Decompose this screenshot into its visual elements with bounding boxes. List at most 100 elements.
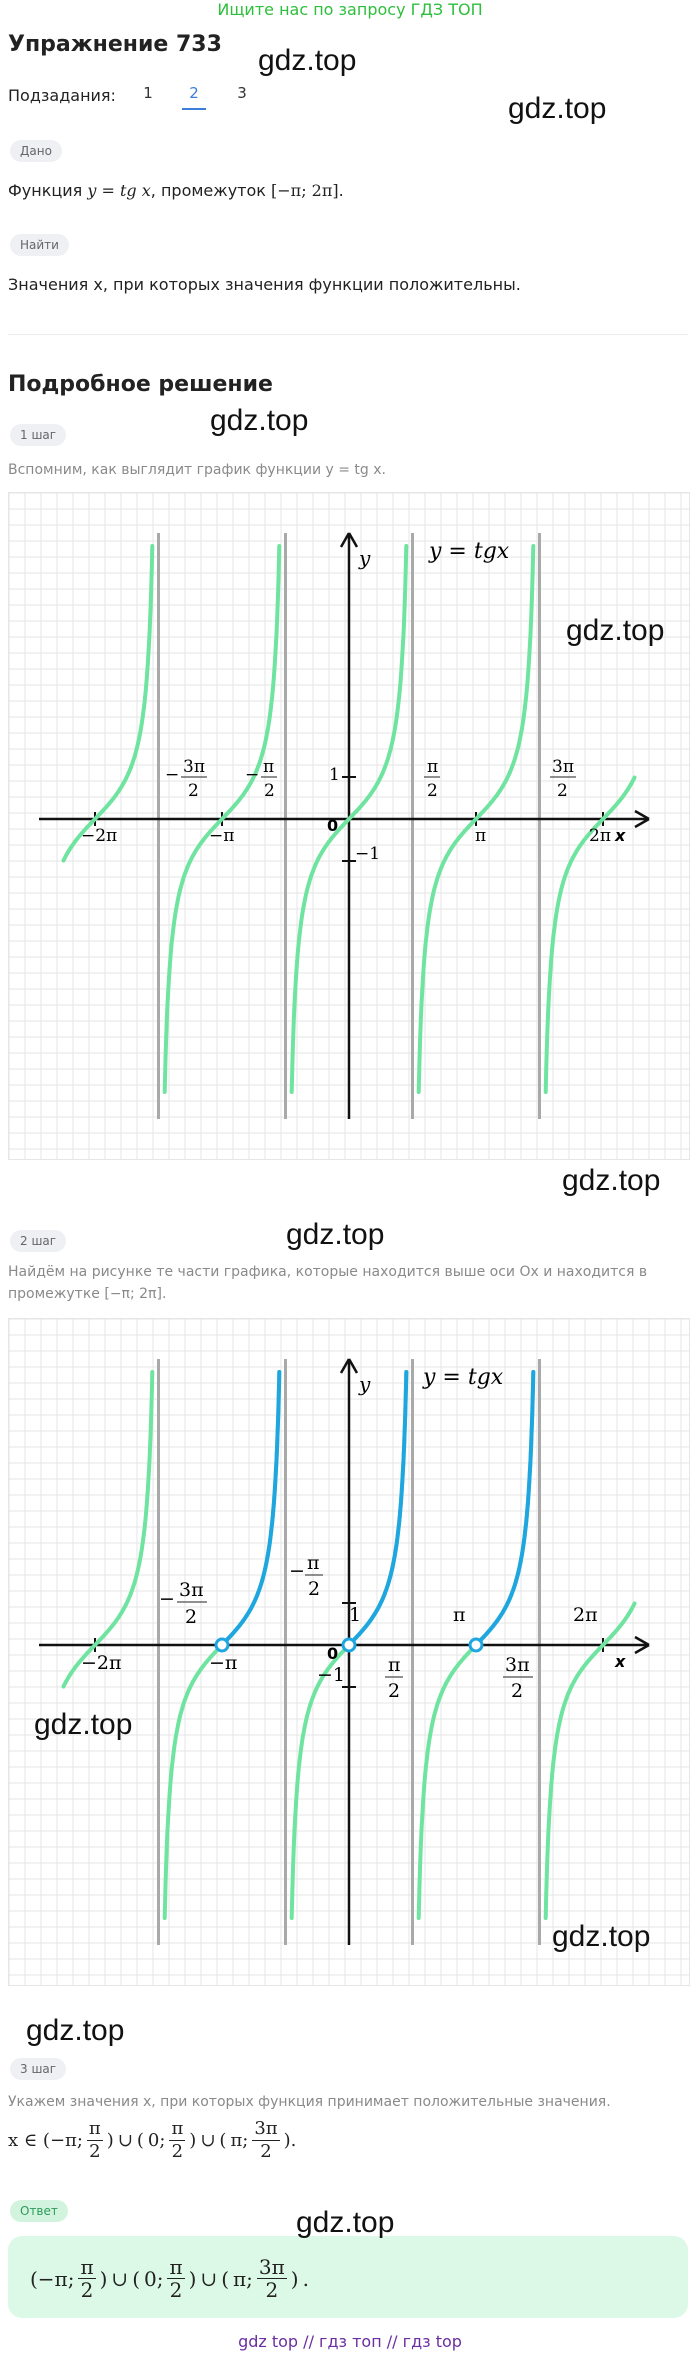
step1-tag: 1 шаг <box>10 424 67 446</box>
y-axis-label: y <box>358 1372 371 1396</box>
x-axis-arrow <box>634 809 650 829</box>
tick-label-pi2-num: π <box>427 757 438 777</box>
footer-link-gdz-top[interactable]: gdz top <box>238 2332 299 2351</box>
footer-links: gdz top // гдз топ // гдз top <box>238 2332 462 2351</box>
tick-label-minus-3pi2-den: 2 <box>188 781 199 801</box>
y-axis-arrow <box>339 1358 359 1374</box>
step2-text-line2: промежутке [−π; 2π]. <box>8 1286 167 1302</box>
x-axis-label: x <box>614 1652 626 1671</box>
tangent-branch <box>543 775 637 1094</box>
tick-label-minus-3pi2-num: 3π <box>183 757 205 777</box>
subtasks-label: Подзадания: <box>8 86 116 105</box>
watermark: gdz.top <box>552 1920 651 1953</box>
footer-link-gdz-top-ru[interactable]: гдз топ <box>319 2332 382 2351</box>
y-axis-label: y <box>358 546 371 570</box>
tick-label-minus-2pi: −2π <box>81 1652 122 1674</box>
subtask-tab-2[interactable]: 2 <box>182 84 206 110</box>
zero-point-marker <box>214 1637 230 1653</box>
step2-tag: 2 шаг <box>10 1230 67 1252</box>
answer-tag: Ответ <box>10 2200 68 2222</box>
given-tag: Дано <box>10 140 62 162</box>
tick-label-pi2-den: 2 <box>388 1680 400 1702</box>
origin-label: 0 <box>327 816 338 835</box>
positive-part <box>474 1370 536 1647</box>
watermark: gdz.top <box>258 44 357 77</box>
axis-labels: y x 0 y = tgx 1 −1 −2π −π π 2π − 3π 2 − … <box>81 1365 626 1702</box>
subtask-tab-1[interactable]: 1 <box>143 84 153 102</box>
tick-label-minus-pi: −π <box>209 1652 237 1674</box>
asymptotes <box>157 1359 541 1945</box>
tick-label-minus-pi2-num: π <box>263 757 274 777</box>
zero-point-marker <box>468 1637 484 1653</box>
tangent-curves <box>61 544 637 1094</box>
union-symbol: ∪ <box>200 2129 216 2151</box>
tick-label-minus-pi2-sign: − <box>245 765 259 785</box>
zero-point-marker <box>341 1637 357 1653</box>
given-text: Функция y = tg x, промежуток [−π; 2π]. <box>8 180 344 202</box>
footer-link-gdz-top-mixed[interactable]: гдз top <box>402 2332 462 2351</box>
search-banner[interactable]: Ищите нас по запросу ГДЗ ТОП <box>217 0 483 19</box>
step1-text: Вспомним, как выглядит график функции y … <box>8 462 386 478</box>
x-axis-arrow <box>634 1635 650 1655</box>
graph-tangent-2: y x 0 y = tgx 1 −1 −2π −π π 2π − 3π 2 − … <box>8 1318 690 1986</box>
step3-tag: 3 шаг <box>10 2058 67 2080</box>
given-func: y = tg x <box>87 181 151 200</box>
solution-title: Подробное решение <box>8 372 273 397</box>
tick-label-minus-2pi: −2π <box>81 826 117 846</box>
tick-label-minus-pi: −π <box>209 826 234 846</box>
tick-label-minus-3pi2-num: 3π <box>179 1579 204 1601</box>
subtask-tab-3[interactable]: 3 <box>237 84 247 102</box>
given-end: . <box>338 181 344 200</box>
tangent-branch <box>289 544 409 1094</box>
watermark: gdz.top <box>508 92 607 125</box>
origin-label: 0 <box>327 1644 338 1663</box>
tick-label-2pi: 2π <box>573 1604 598 1626</box>
given-mid: , промежуток <box>150 181 266 200</box>
union-symbol: ∪ <box>200 2266 218 2291</box>
watermark: gdz.top <box>26 2014 125 2047</box>
tick-label-minus-pi2-sign: − <box>289 1560 305 1582</box>
given-interval: [−π; 2π] <box>271 181 339 200</box>
watermark: gdz.top <box>286 1218 385 1251</box>
tick-label-pi: π <box>453 1604 466 1626</box>
asymptotes <box>157 533 541 1119</box>
tangent-branch <box>162 544 282 1094</box>
tick-label-1: 1 <box>329 765 340 785</box>
x-axis-label: x <box>614 826 626 845</box>
answer-box <box>8 2236 688 2318</box>
watermark: gdz.top <box>566 614 665 647</box>
tick-label-minus-3pi2-sign: − <box>159 1588 175 1610</box>
given-prefix: Функция <box>8 181 83 200</box>
find-tag: Найти <box>10 234 69 256</box>
watermark: gdz.top <box>34 1708 133 1741</box>
tick-label-2pi: 2π <box>589 826 611 846</box>
fraction-3pi-over-2: 3π 2 <box>256 2255 287 2302</box>
tick-label-minus-pi2-den: 2 <box>308 1578 320 1600</box>
find-text: Значения x, при которых значения функции… <box>8 275 521 294</box>
tangent-branch <box>416 544 536 1094</box>
tick-label-minus-3pi2-sign: − <box>165 765 179 785</box>
tick-label-1: 1 <box>349 1604 361 1626</box>
positive-part <box>347 1370 409 1647</box>
tick-label-3pi2-den: 2 <box>511 1680 523 1702</box>
tick-label-pi2-den: 2 <box>427 781 438 801</box>
axes <box>39 532 650 1119</box>
tick-label-minus-pi2-den: 2 <box>264 781 275 801</box>
tick-label-minus-pi2-num: π <box>307 1552 320 1574</box>
tick-label-pi2-num: π <box>388 1654 401 1676</box>
tick-label-pi: π <box>475 826 486 846</box>
tick-label-3pi2-num: 3π <box>552 757 574 777</box>
tick-label-minus1: −1 <box>355 844 380 864</box>
axis-labels: y x 0 y = tgx 1 −1 −2π −π π 2π − 3π 2 − … <box>81 539 626 864</box>
tick-label-3pi2-den: 2 <box>557 781 568 801</box>
tangent-branch <box>61 544 155 863</box>
tangent-branch <box>61 1370 155 1689</box>
tangent-branch <box>543 1601 637 1920</box>
grid <box>9 1319 689 1985</box>
